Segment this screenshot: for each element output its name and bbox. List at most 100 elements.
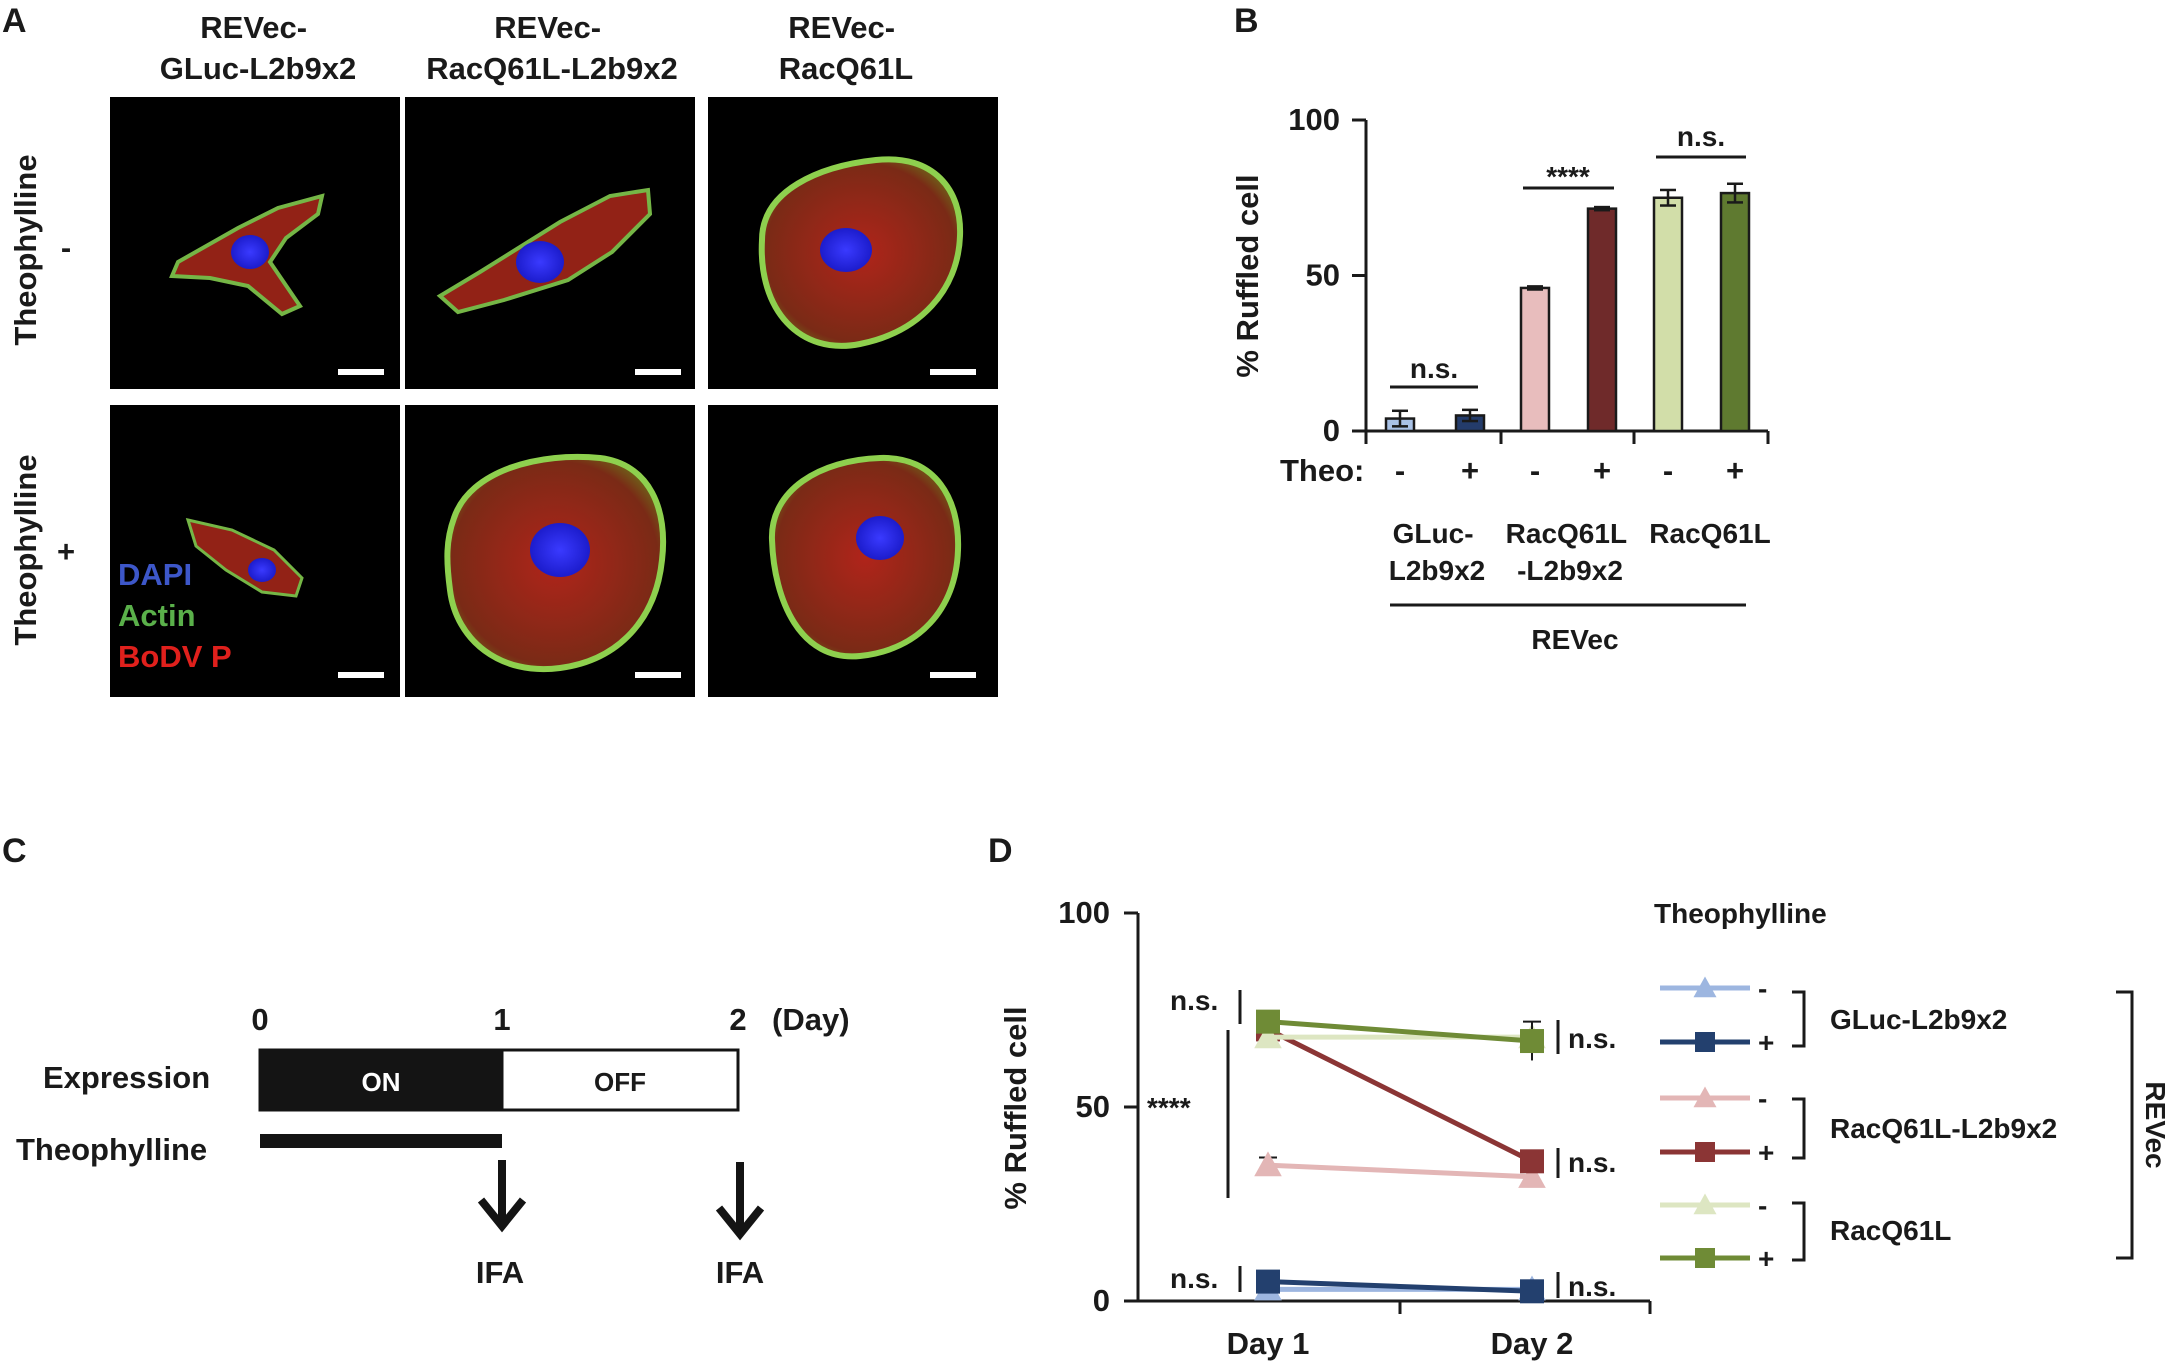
group-label-rac: RacQ61L: [1649, 518, 1770, 549]
chart-d-series-line: [1267, 1019, 1533, 1044]
chart-d-xtick-label: Day 2: [1491, 1326, 1574, 1361]
d-legend: - + - + - +: [1660, 973, 1774, 1274]
day-unit: (Day): [772, 1002, 850, 1037]
chart-d-point: [1520, 1029, 1544, 1054]
legend-bracket-racl2: [1792, 1097, 1806, 1160]
chart-d-point: [1254, 1023, 1282, 1049]
d-legend-sign: +: [1758, 1137, 1774, 1168]
chart-b-ytick-label: 100: [1288, 102, 1340, 137]
legend-group-racl2: RacQ61L-L2b9x2: [1830, 1113, 2057, 1144]
micrograph-rac-plus: [708, 405, 998, 697]
ifa-arrow-2: [715, 1162, 765, 1241]
chart-d-point: [1254, 1151, 1282, 1177]
expression-on-bar: [258, 1048, 504, 1112]
micrograph-racl2-plus: [405, 405, 695, 697]
col-header-2: REVec- RacQ61L-L2b9x2: [426, 10, 678, 86]
chart-b-bars: [1384, 182, 1751, 433]
theo-label: Theo:: [1280, 453, 1364, 488]
col-header-1: REVec- GLuc-L2b9x2: [160, 10, 356, 86]
revec-label-b: REVec: [1531, 624, 1618, 655]
micrograph-gluc-minus: [110, 97, 400, 389]
col-header-1-line1: REVec-: [200, 10, 307, 45]
chart-d-point: [1520, 1279, 1544, 1304]
d-legend-item: +: [1660, 1027, 1774, 1058]
sig-d-right-3: n.s.: [1568, 1271, 1616, 1302]
panel-d-letter: D: [988, 832, 1013, 870]
chart-d-ytick-label: 0: [1093, 1283, 1110, 1318]
ifa-arrow-1: [477, 1160, 527, 1233]
col-header-3-line2: RacQ61L: [779, 51, 913, 86]
d-legend-marker: [1693, 976, 1717, 998]
chart-d-point: [1256, 1269, 1280, 1294]
sig-b-3: n.s.: [1677, 121, 1725, 152]
chart-b-ylabel: % Ruffled cell: [1230, 174, 1265, 377]
d-legend-sign: -: [1758, 973, 1767, 1004]
chart-d-ylabel: % Ruffled cell: [998, 1006, 1033, 1209]
panel-a-letter: A: [2, 2, 27, 40]
chart-b-ticks: 0 50 100: [1288, 102, 1770, 448]
chart-b-bar: [1652, 196, 1684, 433]
col-header-3: REVec- RacQ61L: [779, 10, 913, 86]
col-header-2-line2: RacQ61L-L2b9x2: [426, 51, 678, 86]
chart-d-series: [1256, 1009, 1544, 1061]
legend-dapi: DAPI: [118, 557, 192, 592]
d-legend-title: Theophylline: [1654, 898, 1827, 929]
chart-d-series-line: [1266, 1027, 1534, 1164]
day-tick-2: 2: [729, 1002, 746, 1037]
d-legend-item: -: [1660, 973, 1767, 1004]
d-legend-item: +: [1660, 1243, 1774, 1274]
chart-d-xtick-label: Day 1: [1227, 1326, 1310, 1361]
legend-bodv-p: BoDV P: [118, 639, 232, 674]
panel-d: D % Ruffled cell 0 50 100 Day 1 Day 2 n.s. *…: [988, 832, 2171, 1361]
group-label-racl2-l1: RacQ61L: [1506, 518, 1627, 549]
theo-sign: +: [1461, 453, 1479, 488]
theophylline-bar: [260, 1134, 502, 1148]
group-label-gluc-l1: GLuc-: [1393, 518, 1474, 549]
panel-c: C 0 1 2 (Day) Expression ON OFF Theophyl…: [2, 832, 850, 1290]
d-legend-sign: +: [1758, 1243, 1774, 1274]
col-header-3-line1: REVec-: [788, 10, 895, 45]
day-tick-0: 0: [251, 1002, 268, 1037]
theophylline-label: Theophylline: [16, 1132, 207, 1167]
sig-d-left-2: ****: [1147, 1092, 1191, 1123]
chart-d-ytick-label: 100: [1058, 895, 1110, 930]
d-legend-item: +: [1660, 1137, 1774, 1168]
d-legend-item: -: [1660, 1190, 1767, 1221]
micrograph-rac-minus: [708, 97, 998, 389]
panel-b-letter: B: [1234, 2, 1259, 40]
chart-d-point: [1520, 1149, 1544, 1174]
micrograph-gluc-plus: DAPI Actin BoDV P: [110, 405, 400, 697]
chart-d-series-line: [1267, 1162, 1533, 1180]
legend-actin: Actin: [118, 598, 196, 633]
micrograph-racl2-minus: [405, 97, 695, 389]
chart-d-ticks: 0 50 100 Day 1 Day 2: [1058, 895, 1652, 1361]
off-label: OFF: [594, 1067, 646, 1097]
theo-sign: -: [1663, 453, 1673, 488]
chart-b-bar: [1719, 191, 1751, 433]
chart-d-point: [1518, 1163, 1546, 1188]
d-legend-marker: [1695, 1248, 1715, 1268]
legend-bracket-rac: [1792, 1201, 1806, 1262]
col-header-1-line2: GLuc-L2b9x2: [160, 51, 356, 86]
d-legend-sign: -: [1758, 1190, 1767, 1221]
chart-b-bar: [1519, 286, 1551, 433]
sig-b-1: n.s.: [1410, 353, 1458, 384]
legend-group-gluc: GLuc-L2b9x2: [1830, 1004, 2007, 1035]
col-header-2-line1: REVec-: [494, 10, 601, 45]
d-legend-marker: [1695, 1032, 1715, 1052]
chart-d-ytick-label: 50: [1076, 1089, 1110, 1124]
expression-off-bar: [500, 1048, 740, 1112]
revec-label-d: REVec: [2140, 1081, 2171, 1168]
group-label-gluc: GLuc- L2b9x2: [1389, 518, 1486, 586]
chart-b-ytick-label: 50: [1306, 258, 1340, 293]
sig-d-right-1: n.s.: [1568, 1023, 1616, 1054]
d-legend-item: -: [1660, 1083, 1767, 1114]
ifa-label-2: IFA: [716, 1255, 764, 1290]
legend-bracket-gluc: [1792, 990, 1806, 1048]
legend-group-rac: RacQ61L: [1830, 1215, 1951, 1246]
chart-d-series-line: [1267, 1279, 1533, 1294]
panel-c-letter: C: [2, 832, 27, 870]
row-sign-plus: +: [57, 534, 75, 569]
d-legend-sign: +: [1758, 1027, 1774, 1058]
